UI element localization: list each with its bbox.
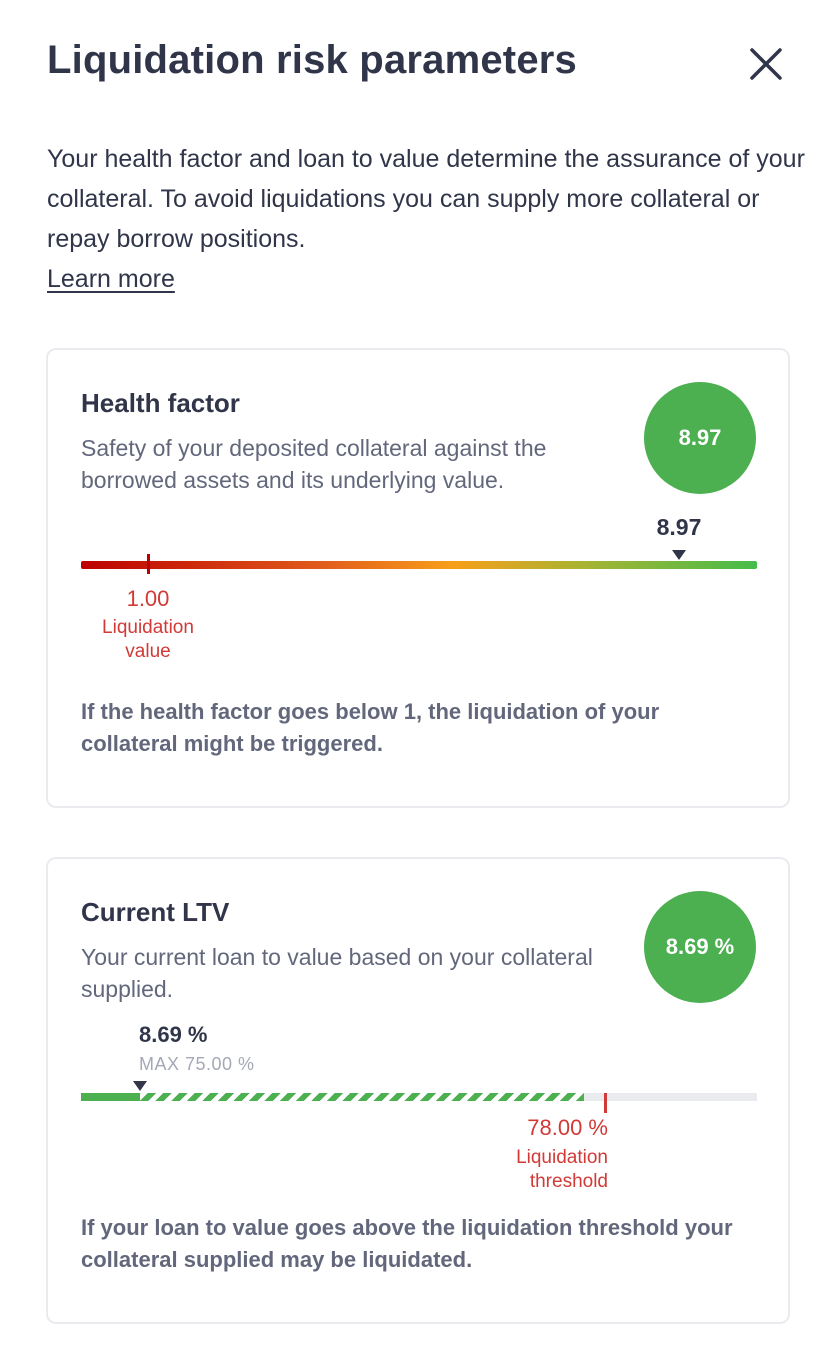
ltv-footer: If your loan to value goes above the liq… xyxy=(81,1215,733,1272)
health-factor-current-value: 8.97 xyxy=(656,514,702,540)
health-factor-description: Safety of your deposited collateral agai… xyxy=(81,435,547,493)
liquidation-value-marker xyxy=(147,554,150,574)
health-factor-footer: If the health factor goes below 1, the l… xyxy=(81,699,660,756)
ltv-max-range-stripes xyxy=(140,1093,584,1101)
health-factor-title: Health factor xyxy=(81,388,240,418)
liquidation-value-label: Liquidation value xyxy=(102,617,194,662)
liquidation-value-number: 1.00 xyxy=(126,586,170,611)
close-icon xyxy=(750,48,782,80)
intro-paragraph: Your health factor and loan to value det… xyxy=(47,139,807,299)
ltv-bar-fill xyxy=(81,1093,140,1101)
liquidation-threshold-label: Liquidation threshold xyxy=(516,1147,608,1192)
ltv-badge: 8.69 % xyxy=(644,891,756,1003)
liquidation-threshold-value: 78.00 % xyxy=(527,1115,608,1140)
ltv-caret-icon xyxy=(133,1081,147,1091)
health-factor-card: Health factor Safety of your deposited c… xyxy=(46,348,790,808)
ltv-max-label: MAX 75.00 % xyxy=(139,1054,255,1074)
close-button[interactable] xyxy=(744,42,788,86)
ltv-description: Your current loan to value based on your… xyxy=(81,944,593,1002)
modal-title: Liquidation risk parameters xyxy=(47,38,577,82)
health-factor-bar xyxy=(81,561,757,569)
ltv-title: Current LTV xyxy=(81,897,230,927)
learn-more-link[interactable]: Learn more xyxy=(47,265,175,293)
liquidation-threshold-marker xyxy=(604,1093,607,1113)
ltv-current-value: 8.69 % xyxy=(139,1022,208,1047)
current-value-caret-icon xyxy=(672,550,686,560)
intro-text: Your health factor and loan to value det… xyxy=(47,145,805,253)
ltv-card: Current LTV Your current loan to value b… xyxy=(46,857,790,1324)
health-factor-badge: 8.97 xyxy=(644,382,756,494)
